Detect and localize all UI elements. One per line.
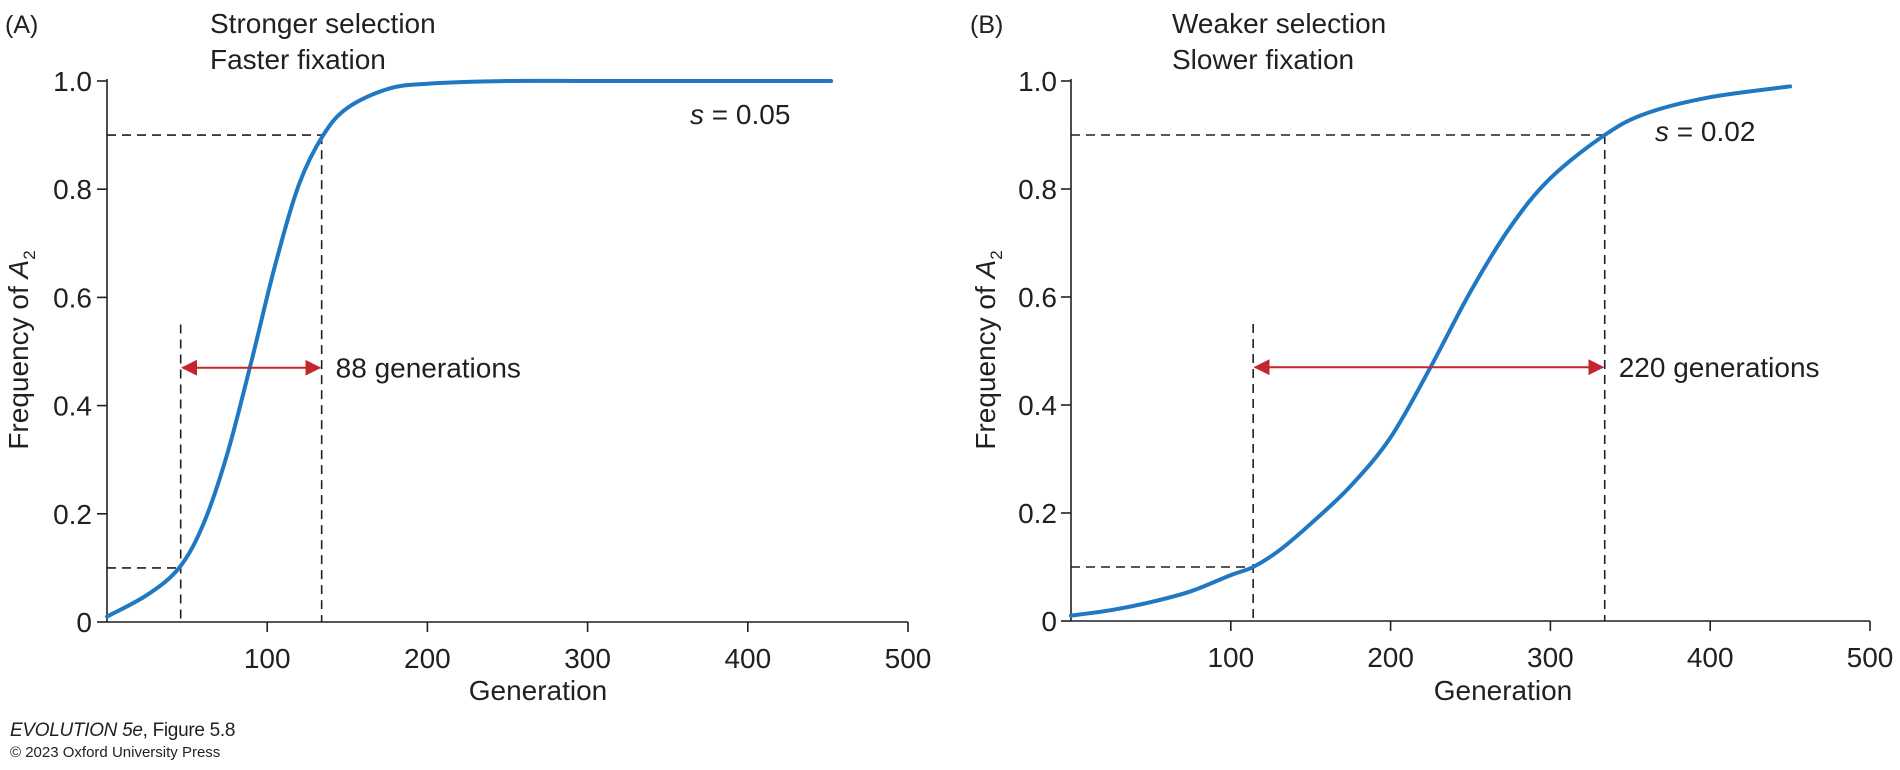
x-axis-title: Generation <box>469 675 608 706</box>
x-tick-label: 500 <box>885 643 932 674</box>
panel-b: (B) Weaker selection Slower fixation 0 0.2 0.… <box>970 8 1893 706</box>
y-tick-label: 0 <box>1041 606 1057 637</box>
generations-label: 220 generations <box>1619 352 1820 383</box>
y-tick-label: 0.8 <box>1018 174 1057 205</box>
panel-subtitle: Faster fixation <box>210 44 386 75</box>
y-axis-title-subscript: 2 <box>20 250 39 259</box>
x-tick-label: 300 <box>1527 642 1574 673</box>
y-axis-title-variable: A <box>970 260 1001 281</box>
panel-label: (B) <box>970 11 1003 39</box>
x-tick-label: 200 <box>404 643 451 674</box>
x-tick-label: 400 <box>724 643 771 674</box>
panel-label: (A) <box>5 11 38 39</box>
y-tick-label: 0.2 <box>53 499 92 530</box>
y-tick-label: 0.6 <box>1018 282 1057 313</box>
series-label: s = 0.05 <box>690 99 790 130</box>
book-title: EVOLUTION 5e <box>10 720 143 741</box>
y-tick-label: 0.4 <box>1018 390 1057 421</box>
panel-title: Weaker selection <box>1172 8 1386 39</box>
panel-subtitle: Slower fixation <box>1172 44 1354 75</box>
series-label-symbol: s <box>690 99 704 130</box>
y-tick-label: 0.4 <box>53 391 92 422</box>
generations-label: 88 generations <box>336 353 521 384</box>
series-curve <box>105 78 834 619</box>
y-tick-label: 1.0 <box>53 66 92 97</box>
y-axis-title-text: Frequency of <box>970 278 1001 449</box>
panel-title: Stronger selection <box>210 8 436 39</box>
y-tick-label: 0 <box>76 607 92 638</box>
series-label-value: = 0.05 <box>704 99 790 130</box>
x-tick-label: 100 <box>1207 642 1254 673</box>
x-tick-label: 200 <box>1367 642 1414 673</box>
y-axis-title-variable: A <box>3 260 34 281</box>
copyright-notice: © 2023 Oxford University Press <box>10 744 221 761</box>
figure-number: , Figure 5.8 <box>142 720 236 741</box>
x-axis-title: Generation <box>1434 675 1573 706</box>
series-label-value: = 0.02 <box>1669 116 1755 147</box>
x-tick-label: 400 <box>1687 642 1734 673</box>
y-tick-label: 0.8 <box>53 174 92 205</box>
figure-credit: EVOLUTION 5e, Figure 5.8 © 2023 Oxford U… <box>10 720 235 761</box>
y-axis-title-text: Frequency of <box>3 278 34 449</box>
series-label-symbol: s <box>1655 116 1669 147</box>
y-tick-label: 0.2 <box>1018 498 1057 529</box>
panel-a: (A) Stronger selection Faster fixation 0 0.2… <box>3 8 931 706</box>
y-axis-title: Frequency of A2 <box>3 250 39 449</box>
y-axis-title: Frequency of A2 <box>970 250 1006 449</box>
series-label: s = 0.02 <box>1655 116 1755 147</box>
y-tick-label: 1.0 <box>1018 66 1057 97</box>
x-tick-label: 500 <box>1847 642 1894 673</box>
y-axis-title-subscript: 2 <box>987 250 1006 259</box>
x-tick-label: 100 <box>244 643 291 674</box>
series-curve <box>1069 84 1793 618</box>
x-tick-label: 300 <box>564 643 611 674</box>
y-tick-label: 0.6 <box>53 282 92 313</box>
